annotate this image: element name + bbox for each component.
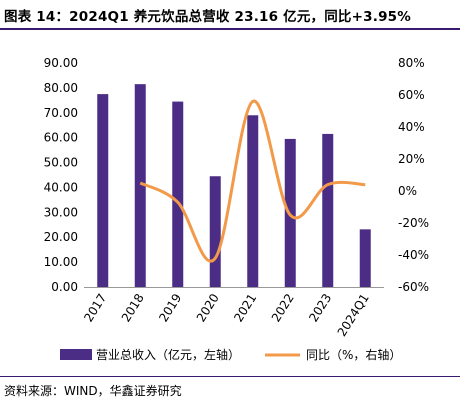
right-axis-tick-label: 0% — [398, 184, 417, 198]
right-axis-tick-label: -60% — [398, 280, 429, 294]
left-axis-tick-label: 30.00 — [44, 205, 78, 219]
legend-label-line: 同比（%，右轴） — [306, 347, 401, 362]
x-tick-label: 2020 — [194, 291, 222, 324]
bar — [359, 229, 371, 287]
chart-title: 图表 14：2024Q1 养元饮品总营收 23.16 亿元，同比+3.95% — [4, 9, 411, 25]
bar — [172, 101, 184, 287]
left-axis-tick-label: 90.00 — [44, 56, 78, 70]
right-axis-tick-label: 60% — [398, 88, 425, 102]
bottom-rule — [0, 376, 460, 377]
top-rule — [0, 28, 460, 30]
right-axis-tick-label: -20% — [398, 216, 429, 230]
x-tick-label: 2021 — [231, 291, 259, 324]
right-axis-tick-label: 40% — [398, 120, 425, 134]
right-axis-tick-label: -40% — [398, 248, 429, 262]
left-axis-tick-label: 50.00 — [44, 156, 78, 170]
bar — [97, 94, 109, 287]
left-axis-tick-label: 0.00 — [51, 280, 78, 294]
legend-swatch-bar — [60, 349, 92, 360]
bar — [247, 115, 259, 288]
x-tick-label: 2017 — [81, 291, 109, 324]
left-axis-tick-label: 10.00 — [44, 255, 78, 269]
legend-label-bar: 营业总收入（亿元，左轴） — [96, 347, 240, 362]
bar — [134, 84, 146, 288]
source-note: 资料来源：WIND，华鑫证券研究 — [4, 384, 182, 398]
yoy-line — [139, 99, 366, 263]
x-tick-label: 2023 — [306, 291, 334, 324]
x-tick-label: 2018 — [119, 291, 147, 324]
right-axis-tick-label: 20% — [398, 152, 425, 166]
chart-area: 0.00 10.00 20.00 30.00 40.00 50.00 60.00 70.00 8… — [44, 56, 429, 362]
left-axis-tick-label: 60.00 — [44, 131, 78, 145]
bar — [209, 176, 221, 287]
x-tick-label: 2019 — [156, 291, 184, 324]
left-axis-tick-label: 40.00 — [44, 180, 78, 194]
left-axis-tick-label: 20.00 — [44, 230, 78, 244]
right-axis-tick-label: 80% — [398, 56, 425, 70]
bar — [322, 133, 334, 287]
left-axis-tick-label: 80.00 — [44, 81, 78, 95]
left-axis-tick-label: 70.00 — [44, 106, 78, 120]
x-tick-label: 2022 — [269, 291, 297, 324]
x-tick-label: 2024Q1 — [335, 291, 372, 339]
